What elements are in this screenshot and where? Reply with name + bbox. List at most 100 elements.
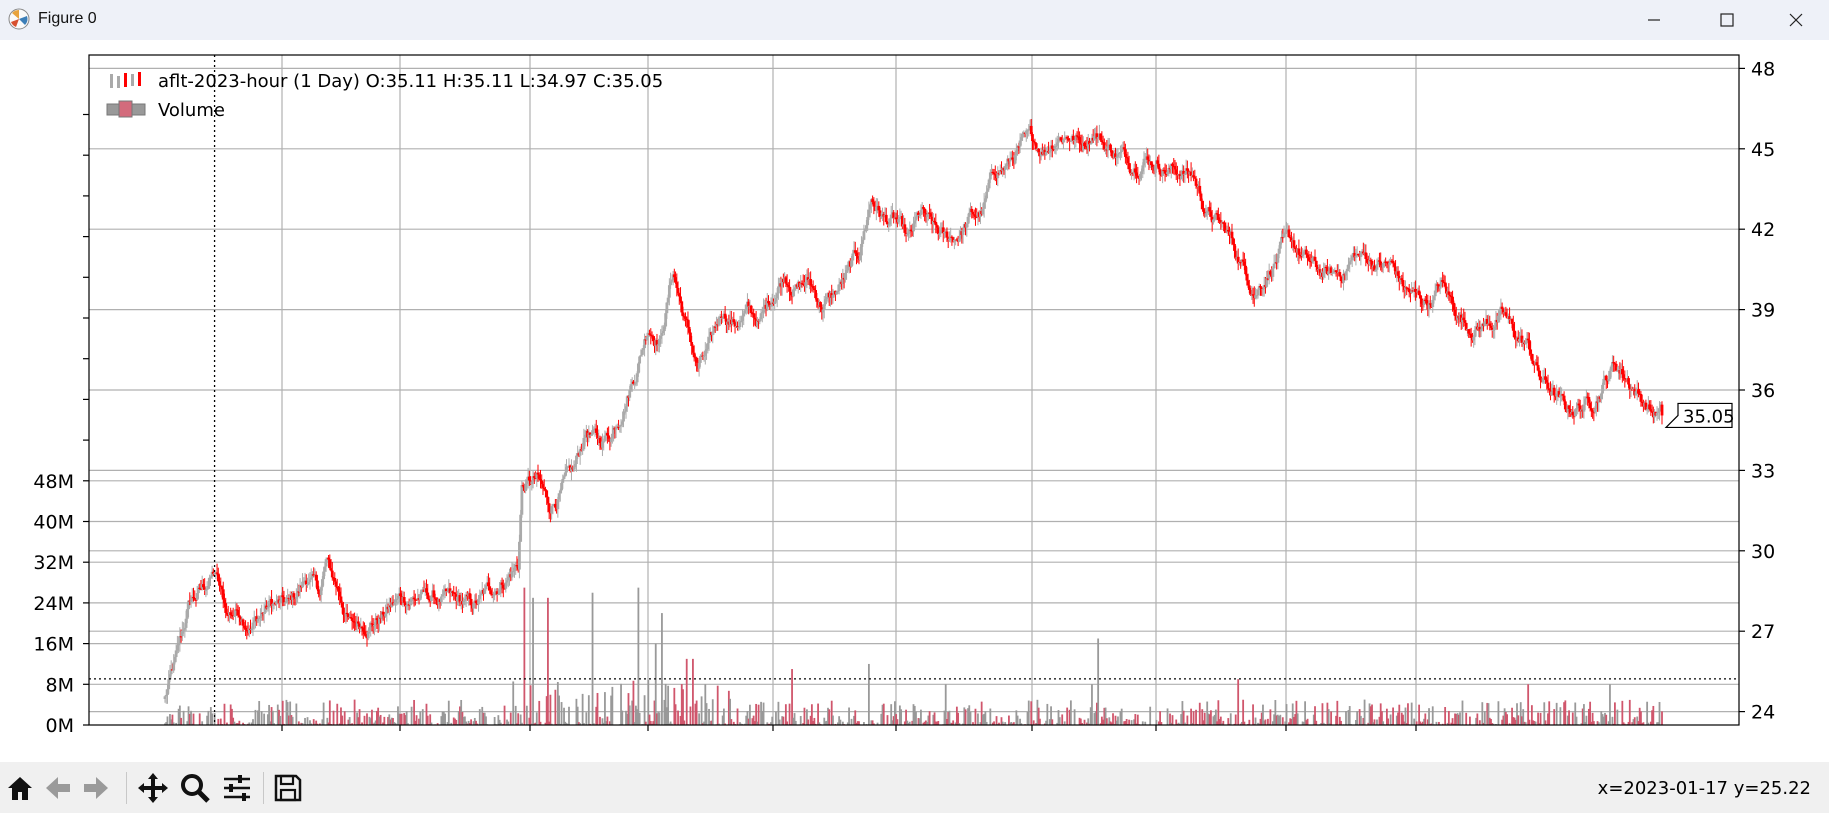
candle-body	[952, 239, 956, 242]
volume-bar	[1421, 721, 1424, 725]
volume-bar	[1583, 704, 1585, 725]
candle-body	[934, 221, 938, 226]
candle-body	[1193, 177, 1197, 179]
candle-body	[218, 581, 221, 586]
volume-bar	[1240, 721, 1243, 725]
candle-body	[358, 623, 361, 630]
candle-body	[163, 696, 167, 700]
candle-body	[592, 429, 596, 431]
volume-bar	[1585, 715, 1588, 725]
maximize-button[interactable]	[1699, 0, 1755, 40]
candle-body	[930, 216, 934, 225]
candle-body	[866, 217, 870, 226]
volume-bar	[1419, 721, 1422, 725]
candle-body	[180, 630, 184, 637]
candle-body	[587, 432, 591, 438]
candle-body	[707, 337, 711, 344]
volume-bar	[1483, 710, 1486, 725]
price-tick-label: 33	[1751, 460, 1775, 482]
candle-body	[1205, 210, 1209, 214]
minimize-button[interactable]	[1626, 0, 1682, 40]
volume-bar	[1592, 721, 1595, 725]
volume-bar	[794, 720, 797, 725]
candle-body	[879, 216, 883, 218]
candle-body	[961, 230, 965, 235]
configure-subplots-button[interactable]	[221, 772, 253, 804]
candle-body	[506, 576, 510, 581]
candle-body	[1189, 171, 1193, 176]
candle-body	[328, 559, 332, 569]
candle-body	[841, 277, 845, 285]
volume-bar	[1497, 701, 1500, 725]
candle-body	[247, 628, 251, 634]
save-button[interactable]	[272, 772, 304, 804]
volume-bar	[663, 699, 666, 725]
volume-bar	[575, 698, 578, 725]
candle-body	[263, 605, 267, 613]
volume-bar	[172, 722, 175, 725]
candle-body	[296, 591, 299, 598]
candle-body	[433, 597, 437, 599]
candle-body	[1583, 399, 1587, 405]
volume-bar	[786, 721, 788, 725]
candle-body	[1127, 163, 1131, 170]
volume-bar	[658, 712, 661, 725]
candle-body	[260, 612, 264, 617]
candle-body	[1544, 376, 1547, 380]
volume-bar	[1607, 721, 1610, 725]
volume-bar	[1420, 723, 1423, 725]
volume-bar	[943, 710, 946, 725]
candle-body	[487, 582, 490, 587]
candle-body	[1391, 260, 1395, 264]
volume-bar	[674, 704, 677, 725]
volume-bar	[1285, 704, 1288, 725]
volume-bar	[549, 694, 552, 725]
candle-body	[566, 466, 570, 468]
price-tick-label: 45	[1751, 139, 1775, 161]
candle-body	[638, 356, 642, 364]
candle-body	[309, 577, 313, 580]
candle-body	[941, 227, 945, 234]
candle-body	[203, 587, 207, 590]
candle-body	[234, 609, 238, 616]
candle-body	[1133, 168, 1137, 173]
candle-body	[1473, 329, 1477, 338]
zoom-button[interactable]	[179, 772, 211, 804]
volume-bar	[1008, 715, 1010, 725]
candle-body	[177, 643, 181, 646]
candle-body	[691, 345, 695, 353]
candle-body	[1558, 394, 1562, 397]
home-button[interactable]	[4, 772, 36, 804]
back-button[interactable]	[42, 772, 74, 804]
volume-bar	[661, 613, 663, 725]
close-button[interactable]	[1768, 0, 1824, 40]
pan-button[interactable]	[137, 772, 169, 804]
candle-body	[1575, 408, 1578, 410]
volume-bar	[1110, 722, 1113, 725]
volume-bar	[991, 722, 994, 725]
volume-bar	[533, 723, 536, 725]
candle-body	[1349, 260, 1353, 262]
candle-body	[1102, 142, 1106, 150]
volume-bar	[937, 720, 940, 725]
volume-bar	[177, 708, 180, 725]
forward-button[interactable]	[80, 772, 112, 804]
figure-canvas[interactable]: 24 27 30 33 36 39 42 45 48 0M 8M 16M 24M 32M 40M 48M 3…	[0, 40, 1829, 762]
candle-body	[1093, 136, 1096, 141]
volume-bar	[512, 681, 515, 725]
volume-bar	[300, 722, 303, 725]
volume-bar	[1057, 710, 1060, 725]
volume-bar	[1534, 721, 1537, 725]
candle-body	[185, 609, 189, 619]
candle-body	[1086, 140, 1090, 149]
volume-bar	[263, 713, 266, 725]
candle-body	[221, 589, 225, 600]
volume-bar	[415, 715, 418, 725]
candle-body	[484, 585, 488, 590]
candle-body	[1607, 378, 1611, 381]
volume-bar	[425, 703, 428, 725]
volume-bar	[1338, 716, 1341, 725]
candle-body	[974, 215, 977, 217]
volume-bar	[1627, 721, 1630, 725]
